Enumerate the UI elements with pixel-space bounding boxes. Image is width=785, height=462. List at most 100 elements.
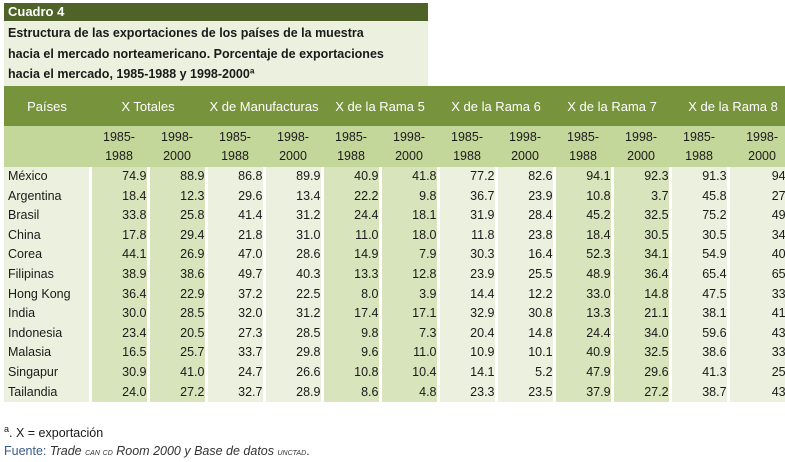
title-line-2: hacia el mercado norteamericano. Porcent… xyxy=(8,46,384,61)
exports-table: Países X Totales X de Manufacturas X de … xyxy=(4,86,785,403)
header-period-start: 1998- xyxy=(161,129,193,144)
table-cell: 26.6 xyxy=(262,362,322,383)
table-cell: 5.2 xyxy=(494,362,555,383)
table-cell: 14.4 xyxy=(436,284,497,305)
table-cell: 82.6 xyxy=(494,167,555,187)
table-cell: 16.4 xyxy=(494,245,555,265)
table-cell: 28.9 xyxy=(262,382,322,403)
table-cell: 33.2 xyxy=(726,343,785,363)
table-cell: 9.6 xyxy=(320,343,380,363)
table-cell: 43.6 xyxy=(726,382,785,403)
table-row: Filipinas 38.9 38.6 49.7 40.3 13.3 12.8 23.9 25.… xyxy=(4,264,785,285)
header-period-end: 2000 xyxy=(163,148,191,163)
table-cell: 28.5 xyxy=(262,323,322,344)
table-cell: 30.5 xyxy=(668,225,729,246)
country-name: Brasil xyxy=(4,206,90,226)
table-cell: 77.2 xyxy=(436,167,497,187)
table-cell: 34.0 xyxy=(610,323,671,344)
table-cell: 23.9 xyxy=(436,264,497,285)
country-name: China xyxy=(4,225,90,246)
table-cell: 18.4 xyxy=(88,186,148,207)
table-cell: 25.1 xyxy=(726,362,785,383)
table-cell: 23.8 xyxy=(494,225,555,246)
table-cell: 32.5 xyxy=(610,206,671,226)
table-cell: 30.0 xyxy=(88,304,148,324)
table-row: Singapur 30.9 41.0 24.7 26.6 10.8 10.4 14.1 5.2 4… xyxy=(4,362,785,383)
header-period-start: 1985- xyxy=(683,129,716,144)
header-period: 1998- 2000 xyxy=(612,126,671,167)
header-period-end: 1988 xyxy=(453,148,481,163)
table-row: Malasia 16.5 25.7 33.7 29.8 9.6 11.0 10.9 10.1 40… xyxy=(4,343,785,363)
table-cell: 23.9 xyxy=(494,186,555,207)
header-period-start: 1998- xyxy=(746,129,779,144)
table-cell: 14.8 xyxy=(494,323,555,344)
table-cell: 3.9 xyxy=(378,284,439,305)
header-group-rama-7: X de la Rama 7 xyxy=(554,86,671,126)
table-cell: 8.6 xyxy=(320,382,380,403)
table-cell: 33.8 xyxy=(88,206,148,226)
source-text-b: Room 2000 y Base de datos xyxy=(116,444,274,458)
table-cell: 37.9 xyxy=(552,382,613,403)
table-cell: 23.4 xyxy=(88,323,148,344)
table-cell: 10.8 xyxy=(552,186,613,207)
table-row: Brasil 33.8 25.8 41.4 31.2 24.4 18.1 31.9 28.4 45… xyxy=(4,206,785,226)
table-cell: 25.8 xyxy=(146,206,206,226)
table-cell: 33.7 xyxy=(204,343,264,363)
table-cell: 40.9 xyxy=(552,343,613,363)
table-cell: 14.8 xyxy=(610,284,671,305)
header-period: 1985- 1988 xyxy=(206,126,264,167)
table-cell: 47.9 xyxy=(552,362,613,383)
table-cell: 75.2 xyxy=(668,206,729,226)
header-group-rama-6: X de la Rama 6 xyxy=(438,86,555,126)
country-name: Singapur xyxy=(4,362,90,383)
table-cell: 36.7 xyxy=(436,186,497,207)
table-cell: 13.3 xyxy=(552,304,613,324)
table-cell: 27.2 xyxy=(146,382,206,403)
table-cell: 31.0 xyxy=(262,225,322,246)
header-period-end: 2000 xyxy=(748,148,776,163)
table-cell: 74.9 xyxy=(88,167,148,187)
table-cell: 13.4 xyxy=(262,186,322,207)
table-cell: 31.2 xyxy=(262,304,322,324)
table-cell: 20.4 xyxy=(436,323,497,344)
country-name: Hong Kong xyxy=(4,284,90,305)
table-cell: 65.7 xyxy=(726,264,785,285)
source-text-sc2: unctad xyxy=(277,447,307,458)
table-cell: 11.8 xyxy=(436,225,497,246)
table-cell: 3.7 xyxy=(610,186,671,207)
table-cell: 38.6 xyxy=(146,264,206,285)
header-countries: Países xyxy=(4,86,90,126)
table-cell: 30.5 xyxy=(610,225,671,246)
source-text-a: Trade xyxy=(49,444,82,458)
table-label: Cuadro 4 xyxy=(4,3,428,21)
table-row: Tailandia 24.0 27.2 32.7 28.9 8.6 4.8 23.3 23.5 3… xyxy=(4,382,785,403)
table-cell: 45.8 xyxy=(668,186,729,207)
table-cell: 38.9 xyxy=(88,264,148,285)
table-cell: 47.5 xyxy=(668,284,729,305)
table-cell: 28.4 xyxy=(494,206,555,226)
footnote-text: . X = exportación xyxy=(9,426,104,441)
country-name: Argentina xyxy=(4,186,90,207)
table-cell: 25.7 xyxy=(146,343,206,363)
header-period: 1985- 1988 xyxy=(90,126,148,167)
table-cell: 34.2 xyxy=(726,225,785,246)
table-cell: 29.8 xyxy=(262,343,322,363)
table-cell: 24.0 xyxy=(88,382,148,403)
table-cell: 41.7 xyxy=(726,304,785,324)
header-group-x-totales: X Totales xyxy=(90,86,206,126)
header-period: 1998- 2000 xyxy=(380,126,439,167)
country-name: México xyxy=(4,167,90,187)
table-cell: 10.8 xyxy=(320,362,380,383)
table-cell: 36.4 xyxy=(88,284,148,305)
table-row: India 30.0 28.5 32.0 31.2 17.4 17.1 32.9 30.8 13.… xyxy=(4,304,785,324)
table-cell: 27.6 xyxy=(726,186,785,207)
header-group-rama-5: X de la Rama 5 xyxy=(322,86,439,126)
table-cell: 29.4 xyxy=(146,225,206,246)
header-period: 1998- 2000 xyxy=(728,126,785,167)
table-cell: 12.8 xyxy=(378,264,439,285)
table-cell: 65.4 xyxy=(668,264,729,285)
header-period-start: 1985- xyxy=(219,129,251,144)
source-text-sc1: can cd xyxy=(85,447,113,458)
table-cell: 32.5 xyxy=(610,343,671,363)
table-row: Argentina 18.4 12.3 29.6 13.4 22.2 9.8 36.7 23.9… xyxy=(4,186,785,207)
